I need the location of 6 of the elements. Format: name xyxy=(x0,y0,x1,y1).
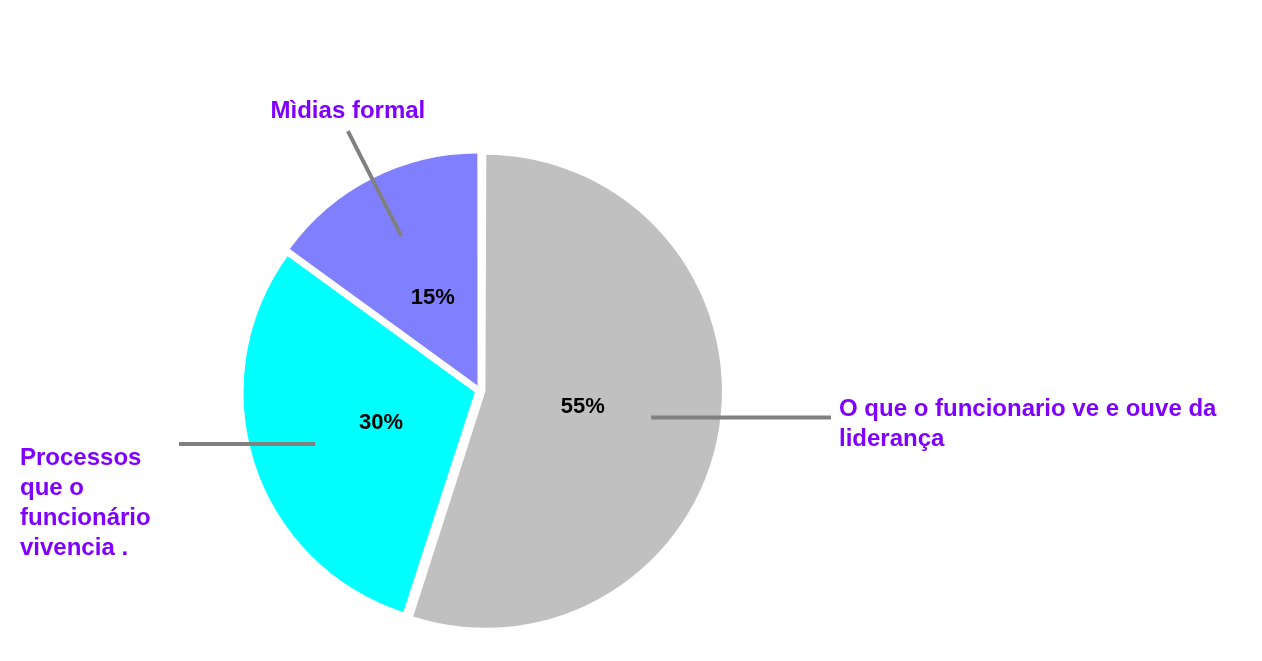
slice-label: O que o funcionario ve e ouve da liderança xyxy=(839,394,1218,452)
data-label: 55% xyxy=(560,392,605,418)
slice-label: Mìdias formal xyxy=(270,95,426,123)
data-label: 30% xyxy=(359,408,404,434)
data-label: 15% xyxy=(410,283,455,309)
slice-label: Processos que o funcionário vivencia . xyxy=(20,442,151,560)
